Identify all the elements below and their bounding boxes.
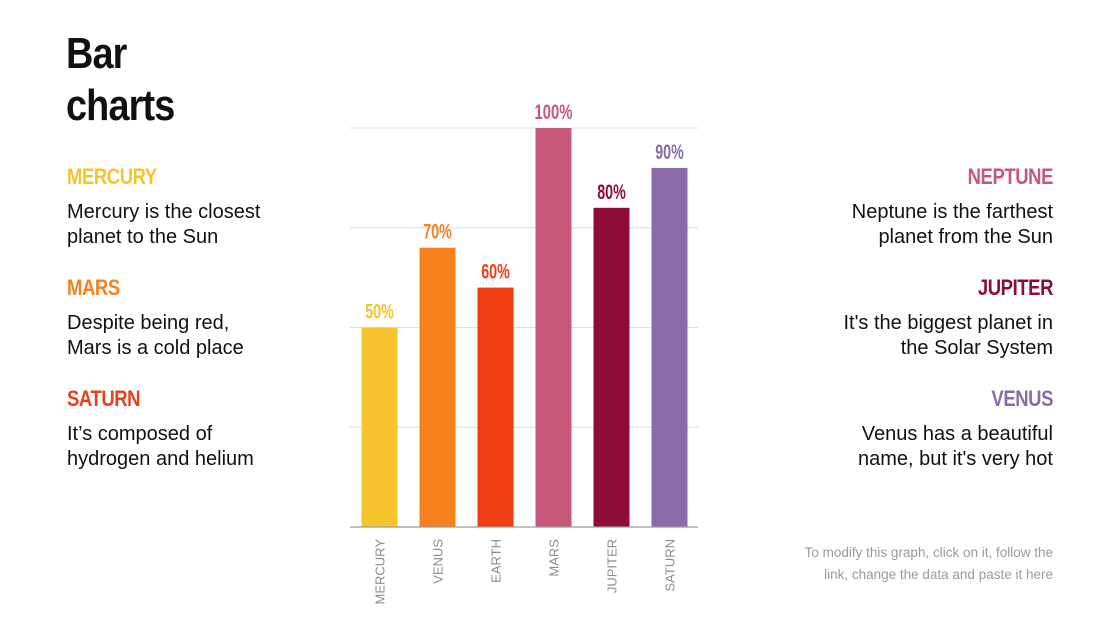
data-label: 90% xyxy=(655,141,684,164)
x-tick-label: SATURN xyxy=(663,539,678,591)
data-label: 80% xyxy=(597,181,626,204)
bar-mars[interactable] xyxy=(535,128,572,527)
bar-jupiter[interactable] xyxy=(593,207,630,528)
data-label: 60% xyxy=(481,261,510,284)
title-line-2: charts xyxy=(66,81,175,130)
info-heading: SATURN xyxy=(67,386,141,411)
info-heading: MERCURY xyxy=(67,164,157,189)
info-text: It’s composed of hydrogen and helium xyxy=(67,423,254,470)
info-block-jupiter: JUPITER It's the biggest planet in the So… xyxy=(753,275,1053,361)
bar-mercury[interactable] xyxy=(361,327,398,528)
x-tick-label: JUPITER xyxy=(605,539,620,593)
data-label: 50% xyxy=(365,301,394,324)
data-label: 70% xyxy=(423,221,452,244)
info-block-neptune: NEPTUNE Neptune is the farthest planet fr… xyxy=(753,164,1054,250)
info-text: Venus has a beautiful name, but it's very… xyxy=(857,423,1053,470)
info-text: Mercury is the closest planet to the Sun xyxy=(67,201,261,248)
data-label: 100% xyxy=(535,101,573,124)
info-text: Despite being red, Mars is a cold place xyxy=(67,312,244,359)
title-line-1: Bar xyxy=(66,29,127,78)
bar-earth[interactable] xyxy=(477,287,514,527)
edit-note: To modify this graph, click on it, follo… xyxy=(804,545,1053,582)
info-heading: MARS xyxy=(67,275,120,300)
x-tick-label: MARS xyxy=(547,539,562,577)
info-block-mars: MARS Despite being red, Mars is a cold pl… xyxy=(67,275,367,361)
info-text: Neptune is the farthest planet from the S… xyxy=(851,201,1053,248)
info-block-mercury: MERCURY Mercury is the closest planet to … xyxy=(67,164,367,250)
info-heading: NEPTUNE xyxy=(967,164,1054,189)
x-tick-label: VENUS xyxy=(431,539,446,584)
page-title: Bar charts xyxy=(66,28,175,132)
info-text: It's the biggest planet in the Solar Syst… xyxy=(843,312,1053,359)
bar-venus[interactable] xyxy=(419,247,456,527)
info-heading: JUPITER xyxy=(977,275,1054,300)
info-heading: VENUS xyxy=(991,386,1053,411)
info-block-venus: VENUS Venus has a beautiful name, but it'… xyxy=(753,386,1053,472)
x-tick-label: MERCURY xyxy=(373,539,388,605)
bar-saturn[interactable] xyxy=(651,167,688,527)
x-tick-label: EARTH xyxy=(489,539,504,583)
info-block-saturn: SATURN It’s composed of hydrogen and heli… xyxy=(67,386,367,472)
